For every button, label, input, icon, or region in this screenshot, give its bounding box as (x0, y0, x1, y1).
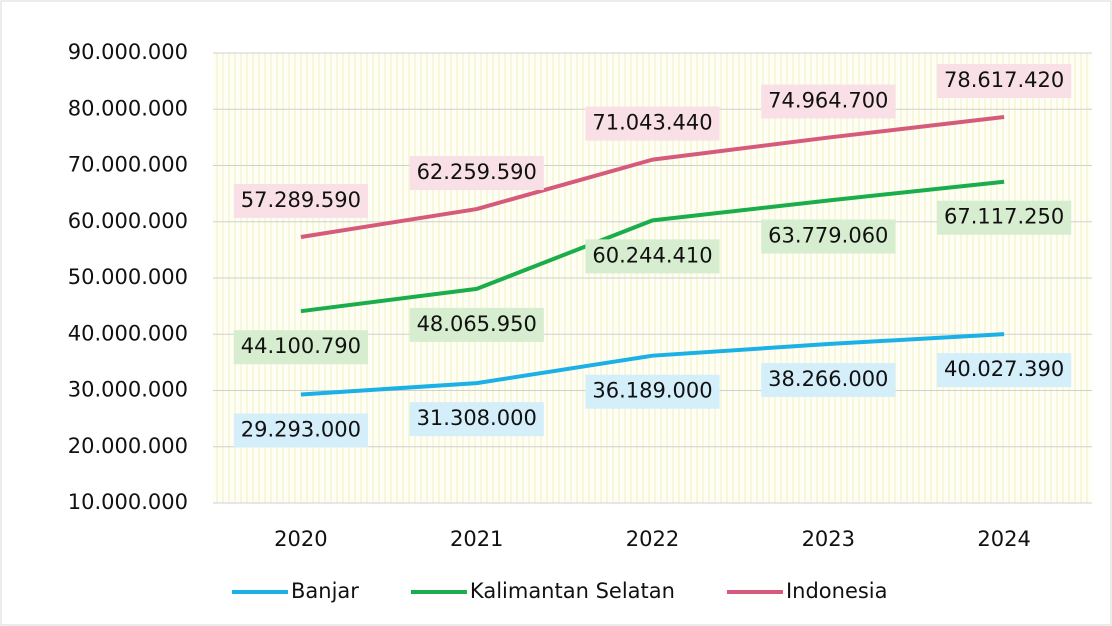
x-tick-label: 2022 (626, 527, 679, 551)
data-label: 48.065.950 (409, 307, 544, 342)
data-label: 44.100.790 (233, 330, 369, 365)
data-label-text: 57.289.590 (241, 188, 361, 212)
data-label: 40.027.390 (936, 353, 1072, 388)
data-label-text: 63.779.060 (768, 223, 888, 247)
data-label-text: 29.293.000 (241, 417, 361, 441)
data-label-bg (409, 156, 544, 191)
data-label-bg (233, 413, 369, 448)
x-tick-label: 2024 (977, 527, 1030, 551)
data-label: 31.308.000 (409, 402, 544, 437)
data-label-text: 48.065.950 (417, 312, 537, 336)
series-line (300, 179, 1005, 314)
x-tick-label: 2021 (450, 527, 503, 551)
data-label: 60.244.410 (585, 239, 720, 274)
data-label-bg (761, 363, 896, 398)
data-label: 71.043.440 (585, 106, 720, 141)
y-tick-label: 40.000.000 (68, 321, 188, 345)
y-tick-label: 60.000.000 (68, 209, 188, 233)
data-label-text: 44.100.790 (241, 334, 361, 358)
legend-label: Banjar (291, 579, 359, 603)
data-label-bg (585, 106, 720, 141)
legend-label: Indonesia (786, 579, 888, 603)
data-label: 36.189.000 (585, 374, 720, 409)
data-label-text: 60.244.410 (592, 243, 712, 267)
y-tick-label: 10.000.000 (68, 490, 188, 514)
data-label-text: 31.308.000 (417, 406, 537, 430)
data-label: 78.617.420 (936, 64, 1072, 99)
data-label-text: 74.964.700 (768, 89, 888, 113)
data-label-bg (936, 200, 1072, 235)
data-label-text: 62.259.590 (417, 160, 537, 184)
data-label-bg (585, 374, 720, 409)
data-label: 57.289.590 (233, 183, 369, 218)
data-label-bg (585, 239, 720, 274)
data-label: 67.117.250 (936, 200, 1072, 235)
data-label-text: 67.117.250 (944, 205, 1064, 229)
data-label-bg (233, 330, 369, 365)
x-tick-label: 2020 (274, 527, 327, 551)
y-tick-label: 80.000.000 (68, 96, 188, 120)
data-label: 38.266.000 (761, 363, 896, 398)
series-line (300, 332, 1005, 397)
data-label-bg (936, 353, 1072, 388)
legend-label: Kalimantan Selatan (470, 579, 675, 603)
y-tick-label: 90.000.000 (68, 40, 188, 64)
data-label: 62.259.590 (409, 156, 544, 191)
data-label-text: 38.266.000 (768, 367, 888, 391)
data-label-bg (761, 219, 896, 254)
data-label: 29.293.000 (233, 413, 369, 448)
data-label: 63.779.060 (761, 219, 896, 254)
series-line (300, 115, 1005, 239)
data-label-text: 78.617.420 (944, 68, 1064, 92)
data-label-bg (409, 307, 544, 342)
data-label-bg (761, 84, 896, 119)
data-label-bg (233, 183, 369, 218)
data-label-bg (936, 64, 1072, 99)
data-label-text: 40.027.390 (944, 357, 1064, 381)
data-label-bg (409, 402, 544, 437)
y-tick-label: 20.000.000 (68, 434, 188, 458)
data-label-text: 71.043.440 (592, 111, 712, 135)
x-tick-label: 2023 (802, 527, 855, 551)
y-tick-label: 30.000.000 (68, 378, 188, 402)
y-tick-label: 70.000.000 (68, 153, 188, 177)
data-label: 74.964.700 (761, 84, 896, 119)
data-label-text: 36.189.000 (592, 379, 712, 403)
y-tick-label: 50.000.000 (68, 265, 188, 289)
